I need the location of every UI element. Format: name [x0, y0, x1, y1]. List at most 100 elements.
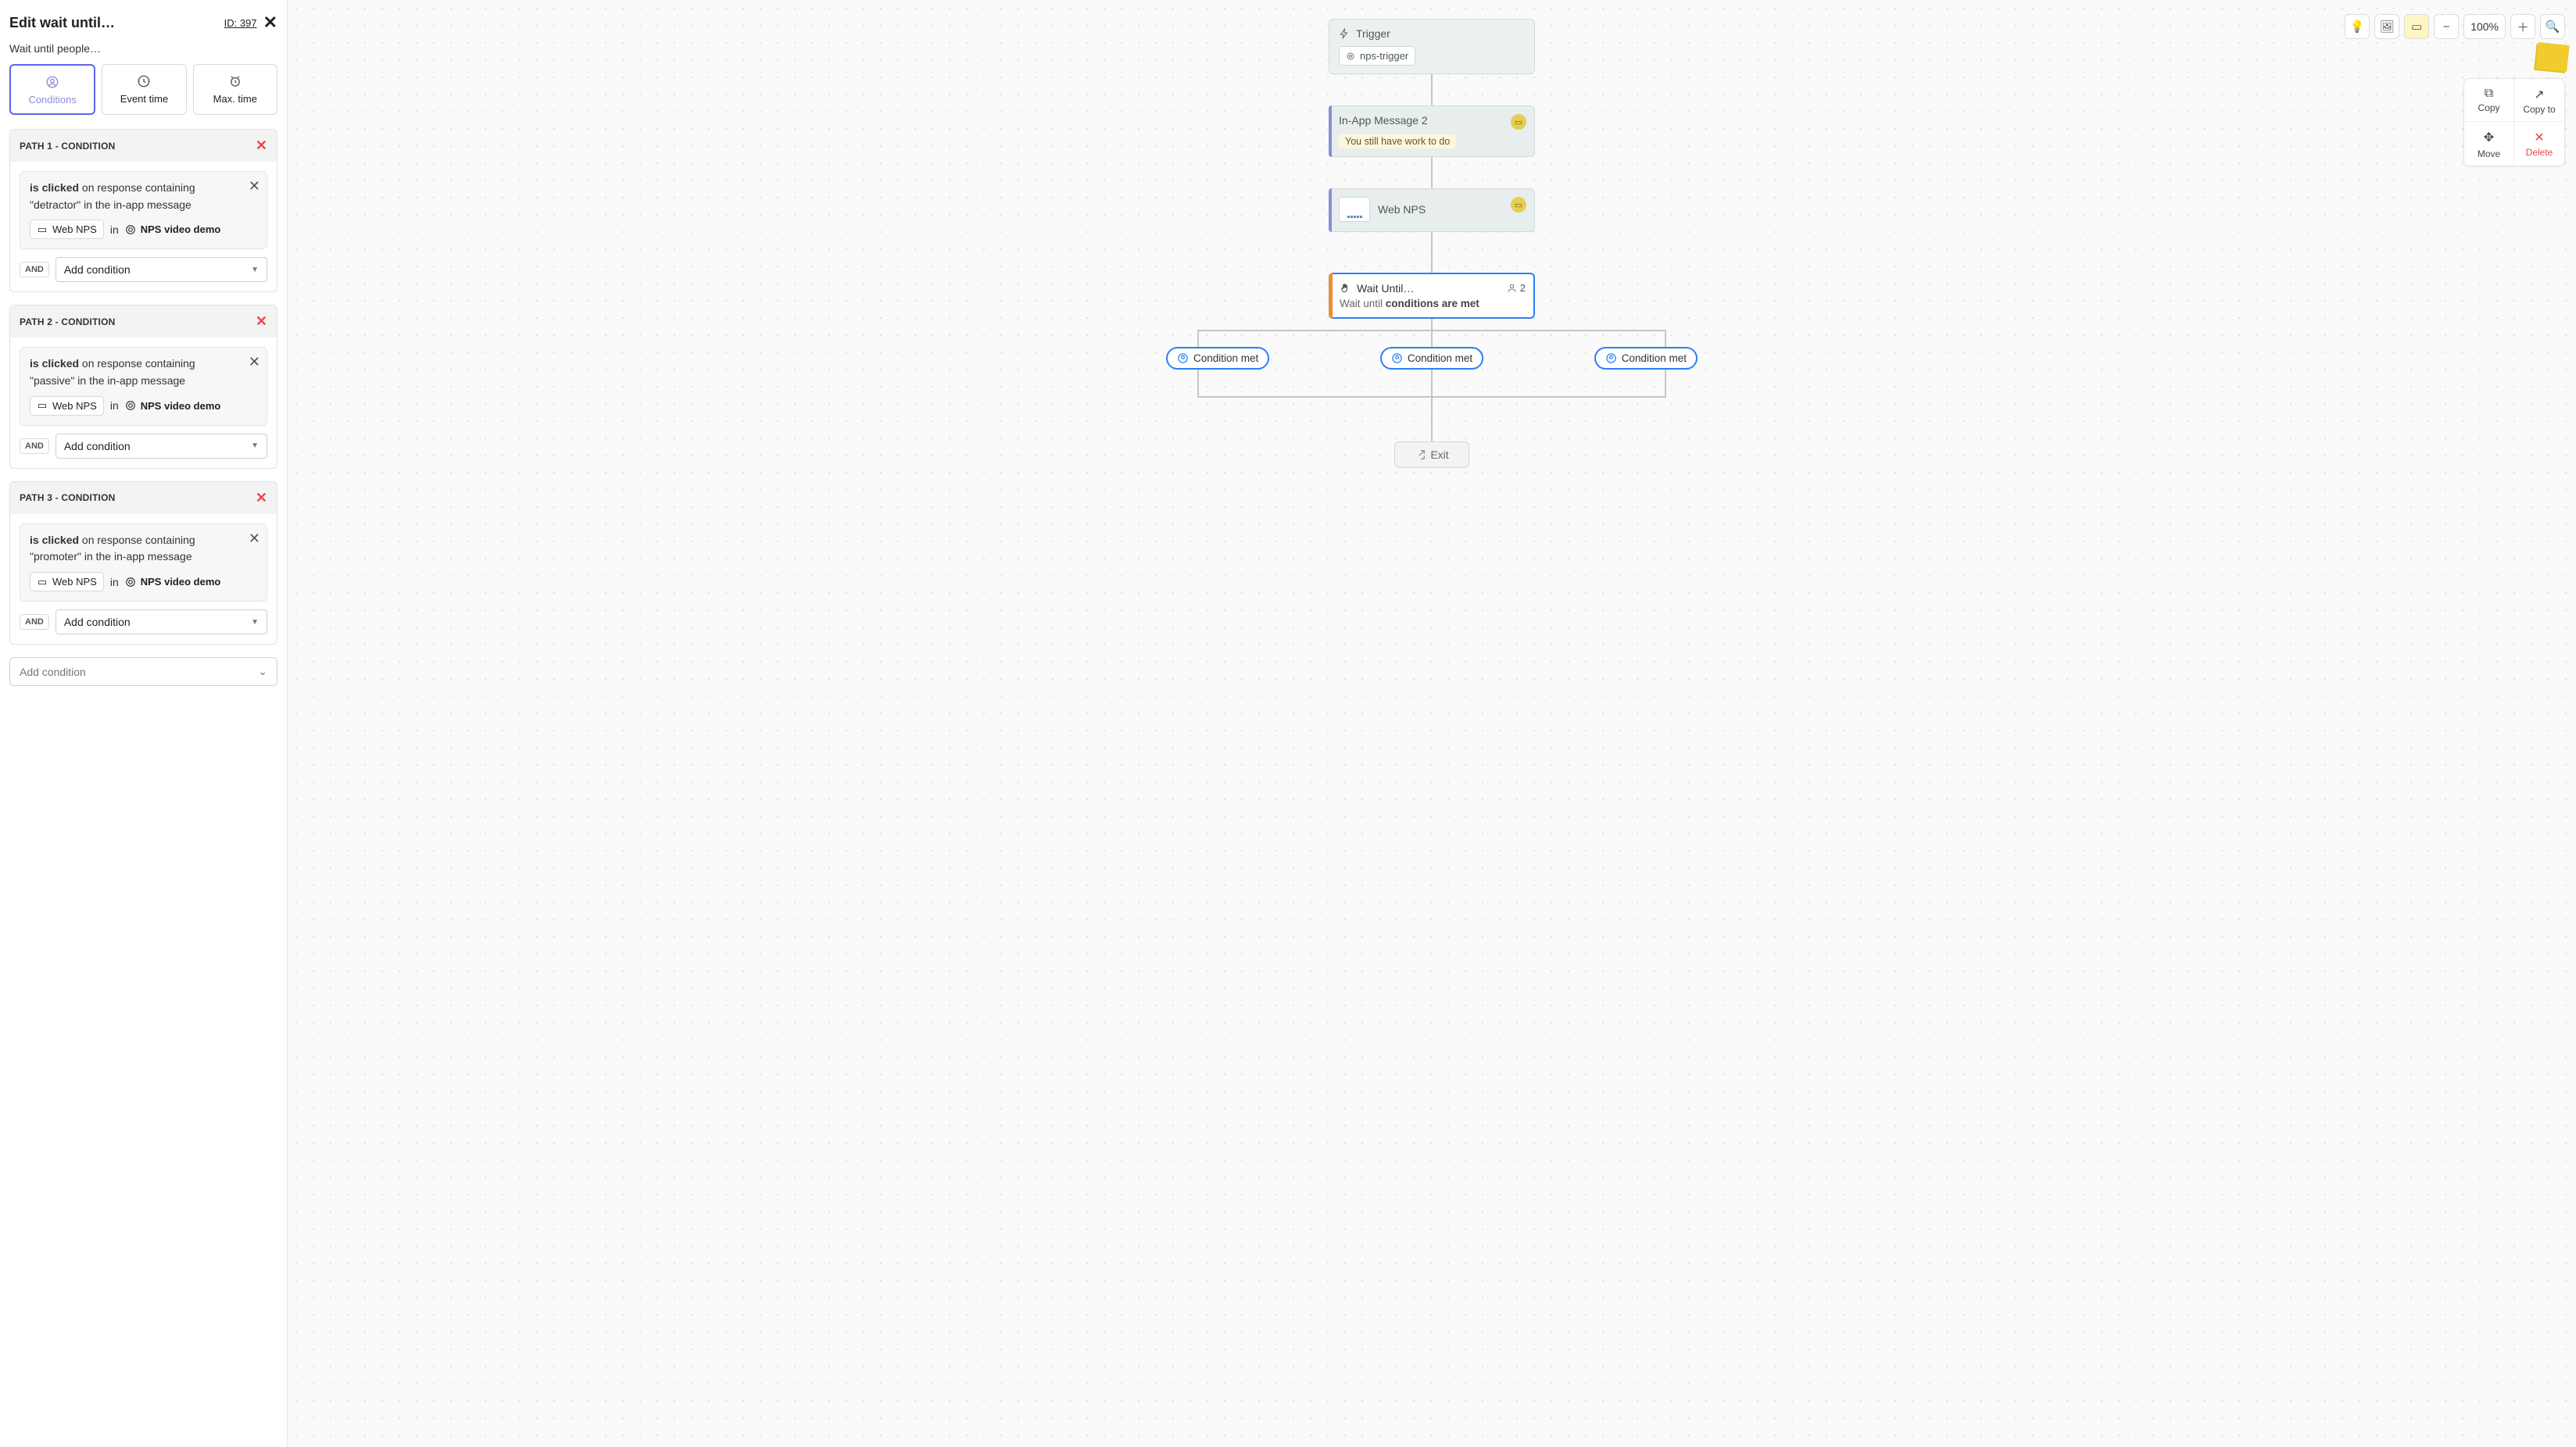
remove-condition-icon[interactable]: ✕ — [249, 354, 260, 370]
dd-label: Add condition — [64, 440, 131, 452]
chip-web-nps[interactable]: ▭ Web NPS — [30, 396, 104, 416]
chevron-down-icon: ▼ — [251, 441, 259, 450]
label: Condition met — [1193, 352, 1258, 364]
canvas[interactable]: 💡 🖼 ▭ − 100% ＋ 🔍 ⧉Copy ↗ Copy to ✥Move ✕D… — [288, 0, 2576, 1447]
exit-icon — [1415, 449, 1426, 460]
record-id[interactable]: ID: 397 — [224, 17, 257, 29]
chevron-down-icon: ⌄ — [258, 665, 267, 678]
zoom-level[interactable]: 100% — [2463, 14, 2506, 39]
connector — [1431, 232, 1433, 273]
branch-condition-met-1[interactable]: Condition met — [1166, 347, 1269, 370]
in-label: in — [110, 223, 119, 236]
condition-bold: is clicked — [30, 181, 79, 194]
chip-nps-demo[interactable]: NPS video demo — [125, 397, 227, 415]
add-condition-dropdown[interactable]: Add condition ▼ — [55, 609, 267, 634]
dd-label: Add condition — [20, 666, 86, 678]
condition-refs: ▭ Web NPS in NPS video demo — [30, 572, 257, 591]
hand-icon — [1340, 283, 1351, 294]
condition-card: ✕ is clicked on response containing "pas… — [20, 347, 267, 425]
tab-event-time[interactable]: Event time — [102, 64, 186, 115]
node-exit[interactable]: Exit — [1394, 441, 1469, 468]
condition-text: is clicked on response containing "promo… — [30, 532, 234, 566]
node-title-text: In-App Message 2 — [1339, 114, 1428, 127]
condition-refs: ▭ Web NPS in NPS video demo — [30, 396, 257, 416]
external-icon: ↗ — [2534, 87, 2544, 102]
trigger-pill[interactable]: nps-trigger — [1339, 46, 1415, 66]
search-icon: 🔍 — [2546, 20, 2560, 34]
node-title-text: Web NPS — [1378, 203, 1426, 216]
chip-label: Web NPS — [52, 223, 97, 235]
connector — [1431, 157, 1433, 188]
person-target-icon — [1605, 352, 1617, 364]
delete-button[interactable]: ✕Delete — [2514, 122, 2564, 166]
delete-path-icon[interactable]: ✕ — [256, 313, 267, 330]
tab-label: Event time — [120, 93, 168, 105]
label: Condition met — [1622, 352, 1687, 364]
and-badge: AND — [20, 262, 49, 277]
close-icon[interactable]: ✕ — [263, 13, 277, 33]
node-action-menu: ⧉Copy ↗ Copy to ✥Move ✕Delete — [2463, 78, 2565, 166]
remove-condition-icon[interactable]: ✕ — [249, 178, 260, 195]
zoom-in-button[interactable]: ＋ — [2510, 14, 2535, 39]
sticky-note[interactable] — [2535, 42, 2569, 72]
delete-path-icon[interactable]: ✕ — [256, 490, 267, 506]
dialog-icon: ▭ — [37, 400, 48, 411]
and-badge: AND — [20, 438, 49, 454]
branch-condition-met-2[interactable]: Condition met — [1380, 347, 1483, 370]
tab-max-time[interactable]: Max. time — [193, 64, 277, 115]
path-header: PATH 2 - CONDITION ✕ — [10, 305, 277, 338]
chevron-down-icon: ▼ — [251, 266, 259, 274]
panel-subtitle: Wait until people… — [9, 42, 277, 55]
delete-path-icon[interactable]: ✕ — [256, 138, 267, 154]
label: Copy to — [2523, 104, 2555, 115]
chip-nps-demo[interactable]: NPS video demo — [125, 573, 227, 591]
branch-condition-met-3[interactable]: Condition met — [1594, 347, 1698, 370]
path-title: PATH 2 - CONDITION — [20, 316, 116, 327]
condition-bold: is clicked — [30, 534, 79, 546]
condition-card: ✕ is clicked on response containing "det… — [20, 171, 267, 249]
global-add-condition[interactable]: Add condition ⌄ — [9, 657, 277, 686]
draft-badge-icon: ▭ — [1511, 114, 1526, 130]
move-button[interactable]: ✥Move — [2464, 122, 2514, 166]
chip-web-nps[interactable]: ▭ Web NPS — [30, 220, 104, 239]
copy-to-button[interactable]: ↗ Copy to — [2514, 79, 2564, 122]
label: Copy — [2478, 102, 2499, 113]
path-header: PATH 1 - CONDITION ✕ — [10, 130, 277, 162]
chip-label: NPS video demo — [141, 400, 221, 412]
tab-conditions[interactable]: Conditions — [9, 64, 95, 115]
lightbulb-icon: 💡 — [2350, 20, 2365, 34]
add-condition-dropdown[interactable]: Add condition ▼ — [55, 257, 267, 282]
zoom-out-button[interactable]: − — [2434, 14, 2459, 39]
chip-nps-demo[interactable]: NPS video demo — [125, 220, 227, 238]
add-condition-dropdown[interactable]: Add condition ▼ — [55, 434, 267, 459]
canvas-wrap: 💡 🖼 ▭ − 100% ＋ 🔍 ⧉Copy ↗ Copy to ✥Move ✕D… — [288, 0, 2576, 1447]
person-target-icon — [1177, 352, 1189, 364]
bolt-icon — [1339, 28, 1350, 39]
target-icon — [125, 224, 136, 235]
image-icon: 🖼 — [2380, 20, 2395, 34]
canvas-toolbar: 💡 🖼 ▭ − 100% ＋ 🔍 — [2345, 14, 2565, 39]
image-button[interactable]: 🖼 — [2374, 14, 2399, 39]
note-button[interactable]: ▭ — [2404, 14, 2429, 39]
chip-web-nps[interactable]: ▭ Web NPS — [30, 572, 104, 591]
and-row: AND Add condition ▼ — [20, 257, 267, 282]
search-button[interactable]: 🔍 — [2540, 14, 2565, 39]
zoom-out-icon: − — [2443, 20, 2450, 34]
node-webnps[interactable]: ▭ Web NPS — [1329, 188, 1535, 232]
node-inapp[interactable]: ▭ In-App Message 2 You still have work t… — [1329, 105, 1535, 157]
flow-container: Trigger nps-trigger ▭ In-App Message 2 Y… — [1150, 19, 1713, 468]
remove-condition-icon[interactable]: ✕ — [249, 531, 260, 547]
chevron-down-icon: ▼ — [251, 618, 259, 627]
node-wait-until[interactable]: 2 Wait Until… Wait until conditions are … — [1329, 273, 1535, 319]
person-target-icon — [1391, 352, 1403, 364]
cursor-clock-icon — [137, 74, 151, 88]
condition-card: ✕ is clicked on response containing "pro… — [20, 523, 267, 602]
and-badge: AND — [20, 614, 49, 630]
node-trigger[interactable]: Trigger nps-trigger — [1329, 19, 1535, 74]
ideas-button[interactable]: 💡 — [2345, 14, 2370, 39]
person-icon — [1507, 283, 1517, 293]
copy-button[interactable]: ⧉Copy — [2464, 79, 2514, 122]
dialog-icon: ▭ — [37, 577, 48, 588]
dialog-icon: ▭ — [37, 224, 48, 235]
chip-label: NPS video demo — [141, 223, 221, 235]
